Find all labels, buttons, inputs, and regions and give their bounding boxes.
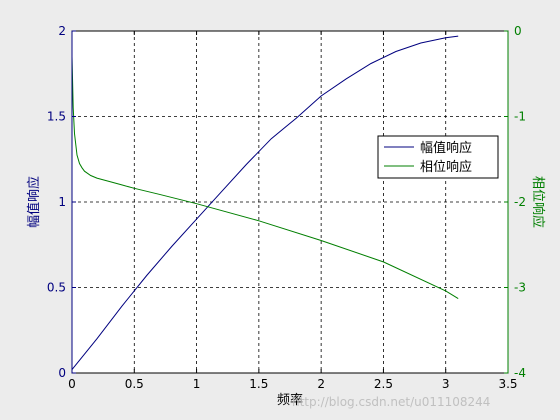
series-line-phase (71, 56, 459, 300)
x-tick-label: 0.5 (125, 377, 144, 391)
x-tick-label: 1.5 (249, 377, 268, 391)
legend: 幅值响应 相位响应 (377, 135, 499, 179)
x-tick-label: 3.5 (498, 377, 517, 391)
y-right-tick-label: -3 (514, 281, 526, 295)
series-line-magnitude (71, 35, 459, 370)
y-left-tick-label: 2 (58, 24, 66, 38)
y-axis-right-label: 相位响应 (530, 176, 546, 228)
x-tick-label: 2 (317, 377, 325, 391)
grid-lines (72, 31, 508, 373)
y-right-tick-label: -1 (514, 110, 526, 124)
legend-label-phase: 相位响应 (420, 159, 472, 175)
watermark: http://blog.csdn.net/u011108244 (292, 395, 490, 409)
y-left-tick-label: 0 (58, 366, 66, 380)
series-layer (71, 35, 459, 370)
x-tick-label: 2.5 (374, 377, 393, 391)
x-tick-label: 1 (193, 377, 201, 391)
x-axis-label: 频率 (277, 392, 303, 408)
legend-label-magnitude: 幅值响应 (420, 140, 472, 156)
y-left-tick-label: 1.5 (47, 110, 66, 124)
y-right-tick-label: -2 (514, 195, 526, 209)
y-right-tick-label: -4 (514, 366, 526, 380)
y-left-tick-label: 1 (58, 195, 66, 209)
y-left-tick-label: 0.5 (47, 281, 66, 295)
y-right-tick-label: 0 (514, 24, 522, 38)
x-tick-label: 0 (68, 377, 76, 391)
axes: 0 0.5 1 1.5 2 2.5 3 3.5 0 0.5 1 1.5 2 -4 -3 -2 -1 0 (47, 24, 526, 391)
y-axis-left-label: 幅值响应 (26, 176, 42, 228)
legend-box (377, 135, 499, 179)
x-tick-label: 3 (442, 377, 450, 391)
